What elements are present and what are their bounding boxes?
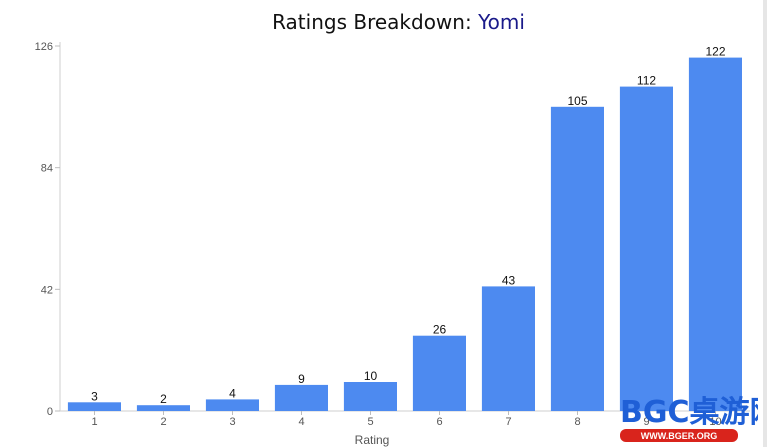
bar-value-label: 10 xyxy=(364,369,378,383)
watermark-logo: BGC桌游网 WWW.BGER.ORG xyxy=(620,395,758,442)
bar-value-label: 43 xyxy=(502,273,516,287)
bar-rating-10 xyxy=(688,57,742,411)
bar-rating-2 xyxy=(136,405,190,411)
bar-rating-6 xyxy=(412,335,466,411)
bar-value-label: 9 xyxy=(298,372,305,386)
bar-value-label: 26 xyxy=(433,323,447,337)
watermark-url-text: WWW.BGER.ORG xyxy=(641,431,718,441)
bar-rating-3 xyxy=(205,399,259,411)
bar-value-label: 2 xyxy=(160,392,167,406)
bar-rating-1 xyxy=(67,402,121,411)
y-axis: 0 42 84 126 xyxy=(35,41,61,418)
x-axis-title: Rating xyxy=(355,433,390,447)
bar-rating-8 xyxy=(550,106,604,412)
x-tick-label: 1 xyxy=(91,416,97,428)
x-tick-label: 10 xyxy=(709,416,721,428)
y-tick-label: 126 xyxy=(35,41,53,53)
x-tick-label: 5 xyxy=(367,416,373,428)
bar-rating-5 xyxy=(343,382,397,411)
x-tick-label: 7 xyxy=(505,416,511,428)
bar-rating-4 xyxy=(274,384,328,411)
x-tick-label: 2 xyxy=(160,416,166,428)
bar-value-label: 105 xyxy=(567,94,587,108)
bar-rating-9 xyxy=(619,86,673,411)
x-tick-label: 6 xyxy=(436,416,442,428)
y-tick-label: 84 xyxy=(41,163,53,175)
chart-title: Ratings Breakdown: Yomi xyxy=(0,10,767,34)
watermark-url-pill xyxy=(620,429,738,442)
chart-title-game: Yomi xyxy=(478,10,525,34)
bar-value-label: 4 xyxy=(229,386,236,400)
y-tick-label: 42 xyxy=(41,284,53,296)
bar-value-labels: 3 2 4 9 10 26 43 105 112 122 xyxy=(91,45,726,407)
y-tick-label: 0 xyxy=(47,406,53,418)
x-tick-label: 3 xyxy=(229,416,235,428)
x-tick-label: 9 xyxy=(643,416,649,428)
watermark-logo-text: BGC桌游网 xyxy=(620,395,758,430)
bar-value-label: 122 xyxy=(705,45,725,59)
chart-title-prefix: Ratings Breakdown: xyxy=(272,10,479,34)
bar-value-label: 3 xyxy=(91,389,98,403)
x-tick-label: 4 xyxy=(298,416,304,428)
bar-value-label: 112 xyxy=(637,74,656,88)
bar-rating-7 xyxy=(481,286,535,411)
bars xyxy=(67,57,742,412)
x-tick-label: 8 xyxy=(574,416,580,428)
